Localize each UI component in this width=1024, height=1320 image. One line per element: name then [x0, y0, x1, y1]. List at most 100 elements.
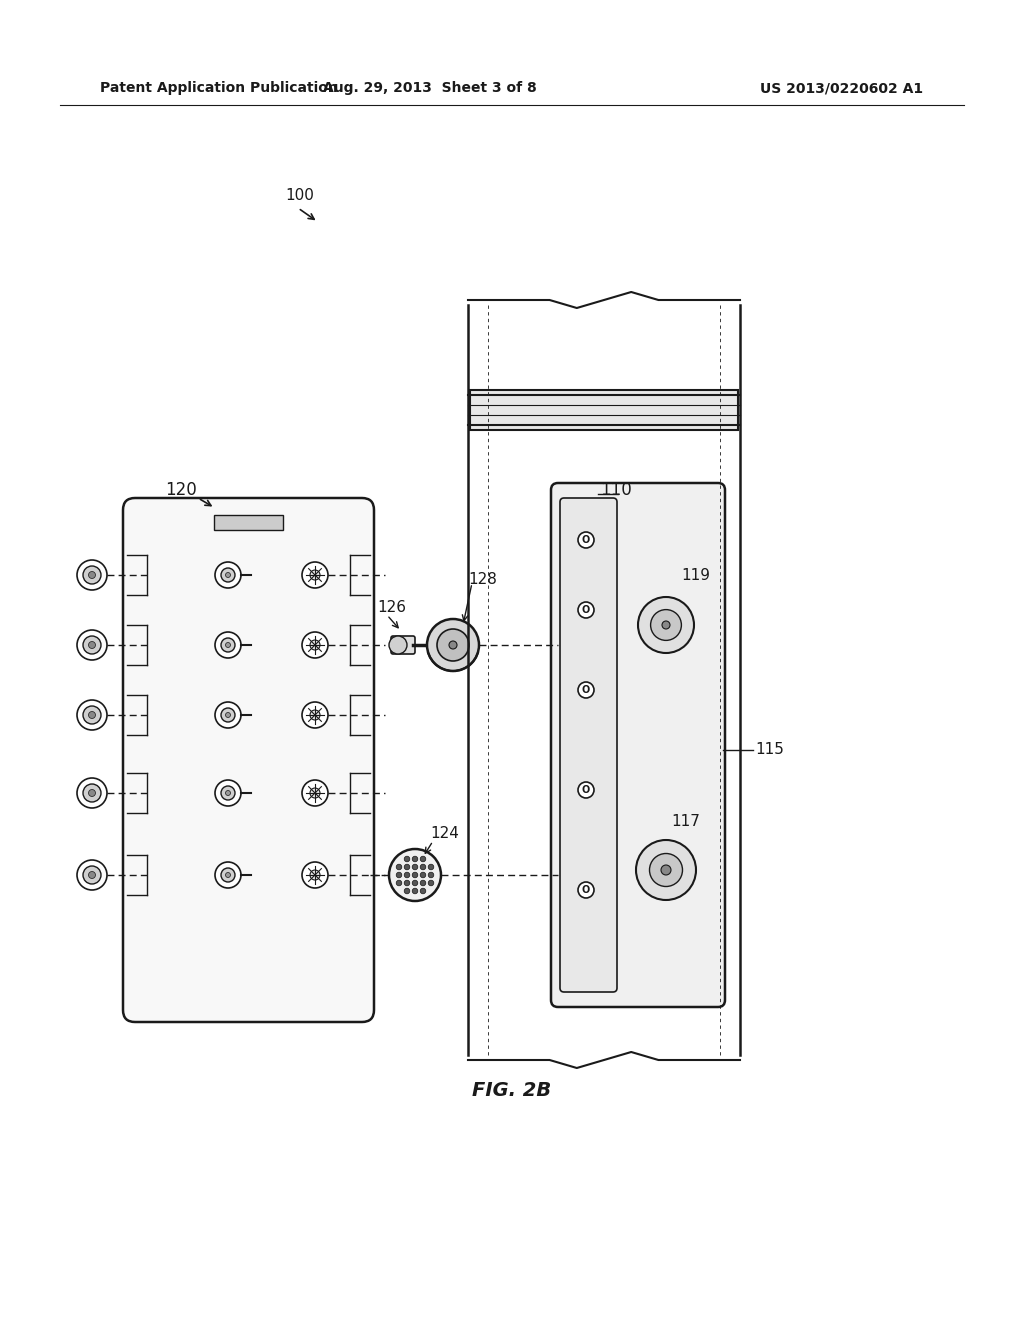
Circle shape — [88, 572, 95, 578]
Circle shape — [310, 640, 319, 649]
Circle shape — [428, 865, 434, 870]
Circle shape — [77, 861, 106, 890]
Circle shape — [662, 865, 671, 875]
Text: O: O — [582, 535, 590, 545]
Circle shape — [636, 840, 696, 900]
Circle shape — [302, 562, 328, 587]
Circle shape — [302, 632, 328, 657]
Circle shape — [77, 777, 106, 808]
Circle shape — [404, 857, 410, 862]
Circle shape — [650, 610, 681, 640]
Circle shape — [215, 702, 241, 729]
Circle shape — [420, 873, 426, 878]
Circle shape — [215, 780, 241, 807]
Circle shape — [221, 568, 234, 582]
Text: O: O — [582, 685, 590, 696]
Text: 120: 120 — [165, 480, 197, 499]
Circle shape — [404, 888, 410, 894]
Circle shape — [578, 882, 594, 898]
Circle shape — [389, 849, 441, 902]
Circle shape — [413, 865, 418, 870]
Circle shape — [77, 700, 106, 730]
Circle shape — [404, 873, 410, 878]
Text: O: O — [582, 884, 590, 895]
Circle shape — [310, 870, 319, 880]
FancyBboxPatch shape — [470, 389, 738, 430]
Circle shape — [449, 642, 457, 649]
Circle shape — [302, 780, 328, 807]
Circle shape — [302, 862, 328, 888]
Circle shape — [427, 619, 479, 671]
Circle shape — [578, 781, 594, 799]
Text: O: O — [582, 785, 590, 795]
Circle shape — [225, 643, 230, 648]
Text: 100: 100 — [285, 187, 314, 202]
Circle shape — [83, 566, 101, 583]
Text: 115: 115 — [755, 742, 784, 758]
Circle shape — [404, 865, 410, 870]
Circle shape — [662, 620, 670, 630]
Circle shape — [437, 630, 469, 661]
Circle shape — [413, 873, 418, 878]
Circle shape — [420, 857, 426, 862]
Circle shape — [389, 636, 407, 653]
FancyBboxPatch shape — [214, 515, 283, 531]
Circle shape — [221, 708, 234, 722]
Circle shape — [215, 632, 241, 657]
FancyBboxPatch shape — [551, 483, 725, 1007]
Text: Patent Application Publication: Patent Application Publication — [100, 81, 338, 95]
Circle shape — [420, 880, 426, 886]
Circle shape — [420, 865, 426, 870]
Circle shape — [396, 865, 401, 870]
Circle shape — [225, 713, 230, 718]
Circle shape — [428, 880, 434, 886]
Circle shape — [310, 710, 319, 719]
Circle shape — [221, 638, 234, 652]
Circle shape — [578, 602, 594, 618]
Text: FIG. 2B: FIG. 2B — [472, 1081, 552, 1100]
Circle shape — [77, 630, 106, 660]
Circle shape — [413, 857, 418, 862]
Circle shape — [221, 785, 234, 800]
Circle shape — [420, 888, 426, 894]
Circle shape — [396, 873, 401, 878]
Text: O: O — [582, 605, 590, 615]
Circle shape — [83, 706, 101, 723]
Circle shape — [215, 862, 241, 888]
Circle shape — [638, 597, 694, 653]
Circle shape — [396, 880, 401, 886]
Circle shape — [413, 880, 418, 886]
Circle shape — [649, 854, 683, 887]
Circle shape — [578, 682, 594, 698]
Circle shape — [88, 642, 95, 648]
Circle shape — [302, 702, 328, 729]
Circle shape — [225, 873, 230, 878]
Circle shape — [428, 873, 434, 878]
Circle shape — [404, 880, 410, 886]
Circle shape — [221, 869, 234, 882]
Circle shape — [578, 532, 594, 548]
Text: US 2013/0220602 A1: US 2013/0220602 A1 — [760, 81, 923, 95]
Circle shape — [413, 888, 418, 894]
FancyBboxPatch shape — [391, 636, 415, 653]
Circle shape — [310, 570, 319, 579]
Circle shape — [83, 784, 101, 803]
Circle shape — [225, 791, 230, 796]
Text: 110: 110 — [600, 480, 632, 499]
Circle shape — [77, 560, 106, 590]
Text: 124: 124 — [430, 825, 459, 841]
Circle shape — [225, 573, 230, 578]
Circle shape — [88, 871, 95, 879]
Circle shape — [310, 788, 319, 799]
FancyBboxPatch shape — [560, 498, 617, 993]
Text: 117: 117 — [671, 814, 699, 829]
Text: 119: 119 — [681, 568, 710, 582]
Circle shape — [88, 789, 95, 796]
Circle shape — [215, 562, 241, 587]
Text: Aug. 29, 2013  Sheet 3 of 8: Aug. 29, 2013 Sheet 3 of 8 — [324, 81, 537, 95]
Text: 128: 128 — [468, 573, 497, 587]
FancyBboxPatch shape — [123, 498, 374, 1022]
Circle shape — [83, 636, 101, 653]
Circle shape — [88, 711, 95, 718]
Circle shape — [83, 866, 101, 884]
